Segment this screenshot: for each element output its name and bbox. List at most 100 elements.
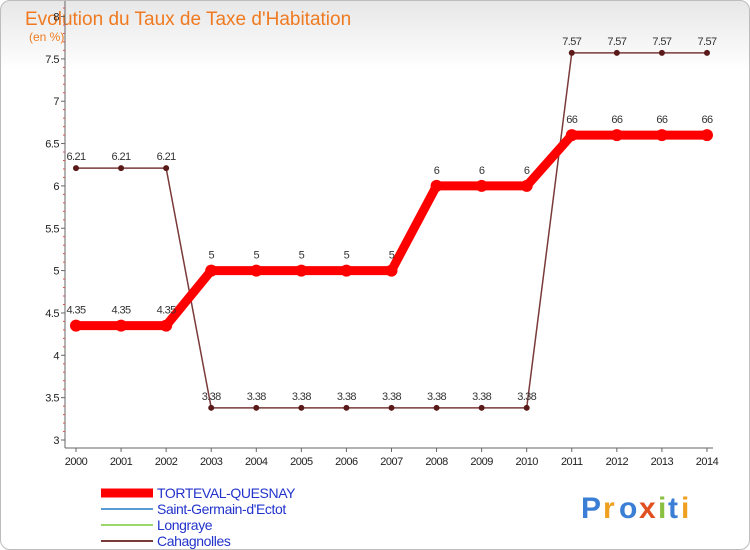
data-point: [298, 404, 305, 411]
series-cahagnolles: [73, 49, 710, 411]
data-point: [70, 319, 82, 332]
data-label: 5: [254, 250, 260, 262]
x-tick-label: 2008: [425, 456, 448, 468]
logo-letter: P: [581, 492, 601, 525]
data-label: 7.57: [652, 36, 671, 48]
y-tick-label: 3.5: [45, 393, 59, 405]
y-tick-label: 7.5: [45, 54, 59, 66]
data-point: [703, 49, 710, 56]
logo-letter: i: [658, 492, 666, 525]
x-tick-label: 2012: [606, 456, 629, 468]
data-point: [613, 49, 620, 56]
legend-item: TORTEVAL-QUESNAY: [101, 485, 297, 501]
data-label: 66: [566, 114, 578, 126]
data-label: 5: [208, 250, 214, 262]
data-label: 5: [299, 250, 305, 262]
data-point: [343, 404, 350, 411]
x-tick-label: 2010: [515, 456, 538, 468]
data-label: 5: [344, 250, 350, 262]
data-label: 4.35: [157, 305, 176, 317]
data-label: 4.35: [112, 305, 131, 317]
data-label: 3.38: [247, 391, 266, 403]
data-point: [253, 404, 260, 411]
data-label: 3.38: [472, 391, 491, 403]
logo-letter: o: [619, 492, 637, 525]
data-point: [163, 165, 170, 172]
logo-letter: i: [681, 492, 689, 525]
data-point: [475, 179, 488, 192]
data-label: 66: [701, 114, 713, 126]
data-point: [658, 49, 665, 56]
data-label: 3.38: [382, 391, 401, 403]
y-tick-label: 4: [53, 350, 59, 362]
data-point: [160, 319, 173, 332]
data-point: [568, 49, 575, 56]
series-torteval-quesnay: [70, 129, 713, 332]
data-labels: 8.918.918.9110.9110.9110.9110.9110.9110.…: [66, 36, 717, 403]
chart-title: Evolution du Taux de Taxe d'Habitation: [25, 9, 351, 30]
data-point: [700, 129, 713, 142]
data-label: 3.38: [517, 391, 536, 403]
data-point: [385, 264, 398, 277]
logo-letter: t: [668, 492, 678, 525]
x-tick-label: 2006: [335, 456, 358, 468]
data-point: [565, 129, 578, 142]
data-label: 7.57: [607, 36, 626, 48]
data-point: [610, 129, 623, 142]
data-point: [118, 165, 125, 172]
data-label: 6.21: [112, 151, 131, 163]
data-label: 3.38: [337, 391, 356, 403]
x-tick-label: 2011: [561, 456, 583, 468]
x-tick-label: 2005: [290, 456, 313, 468]
data-point: [655, 129, 668, 142]
data-point: [520, 179, 533, 192]
y-tick-label: 5.5: [45, 223, 59, 235]
data-point: [478, 404, 485, 411]
data-point: [430, 179, 443, 192]
y-tick-label: 8: [53, 12, 59, 24]
data-label: 4.35: [66, 305, 85, 317]
x-tick-label: 2009: [470, 456, 493, 468]
series-line: [71, 130, 712, 331]
x-tick-label: 2001: [110, 456, 133, 468]
data-label: 7.57: [562, 36, 581, 48]
legend-label: TORTEVAL-QUESNAY: [157, 485, 296, 501]
data-point: [295, 264, 308, 277]
x-tick-label: 2007: [380, 456, 403, 468]
data-label: 3.38: [202, 391, 221, 403]
y-tick-label: 3: [53, 435, 59, 447]
x-tick-label: 2002: [155, 456, 178, 468]
data-label: 7.57: [697, 36, 716, 48]
data-label: 6.21: [66, 151, 85, 163]
x-tick-label: 2004: [245, 456, 268, 468]
data-point: [208, 404, 215, 411]
data-label: 6: [434, 165, 440, 177]
x-tick-label: 2014: [696, 456, 719, 468]
x-tick-label: 2000: [65, 456, 88, 468]
data-point: [433, 404, 440, 411]
x-tick-label: 2013: [651, 456, 674, 468]
data-label: 3.38: [292, 391, 311, 403]
data-point: [523, 404, 530, 411]
legend-item: Longraye: [101, 517, 213, 533]
logo-letter: r: [603, 492, 615, 525]
data-label: 66: [611, 114, 623, 126]
y-tick-label: 7: [53, 96, 59, 108]
series-line: [75, 52, 708, 409]
x-tick-label: 2003: [200, 456, 223, 468]
legend: TORTEVAL-QUESNAYSaint-Germain-d'EctotLon…: [101, 485, 297, 549]
legend-label: Cahagnolles: [157, 533, 231, 549]
data-label: 6: [479, 165, 485, 177]
y-tick-label: 5: [53, 266, 59, 278]
data-point: [340, 264, 353, 277]
data-point: [388, 404, 395, 411]
y-tick-label: 6: [53, 181, 59, 193]
data-label: 3.38: [427, 391, 446, 403]
data-point: [250, 264, 263, 277]
logo-letter: x: [639, 492, 656, 525]
data-point: [115, 319, 128, 332]
series-layer: [70, 49, 713, 411]
